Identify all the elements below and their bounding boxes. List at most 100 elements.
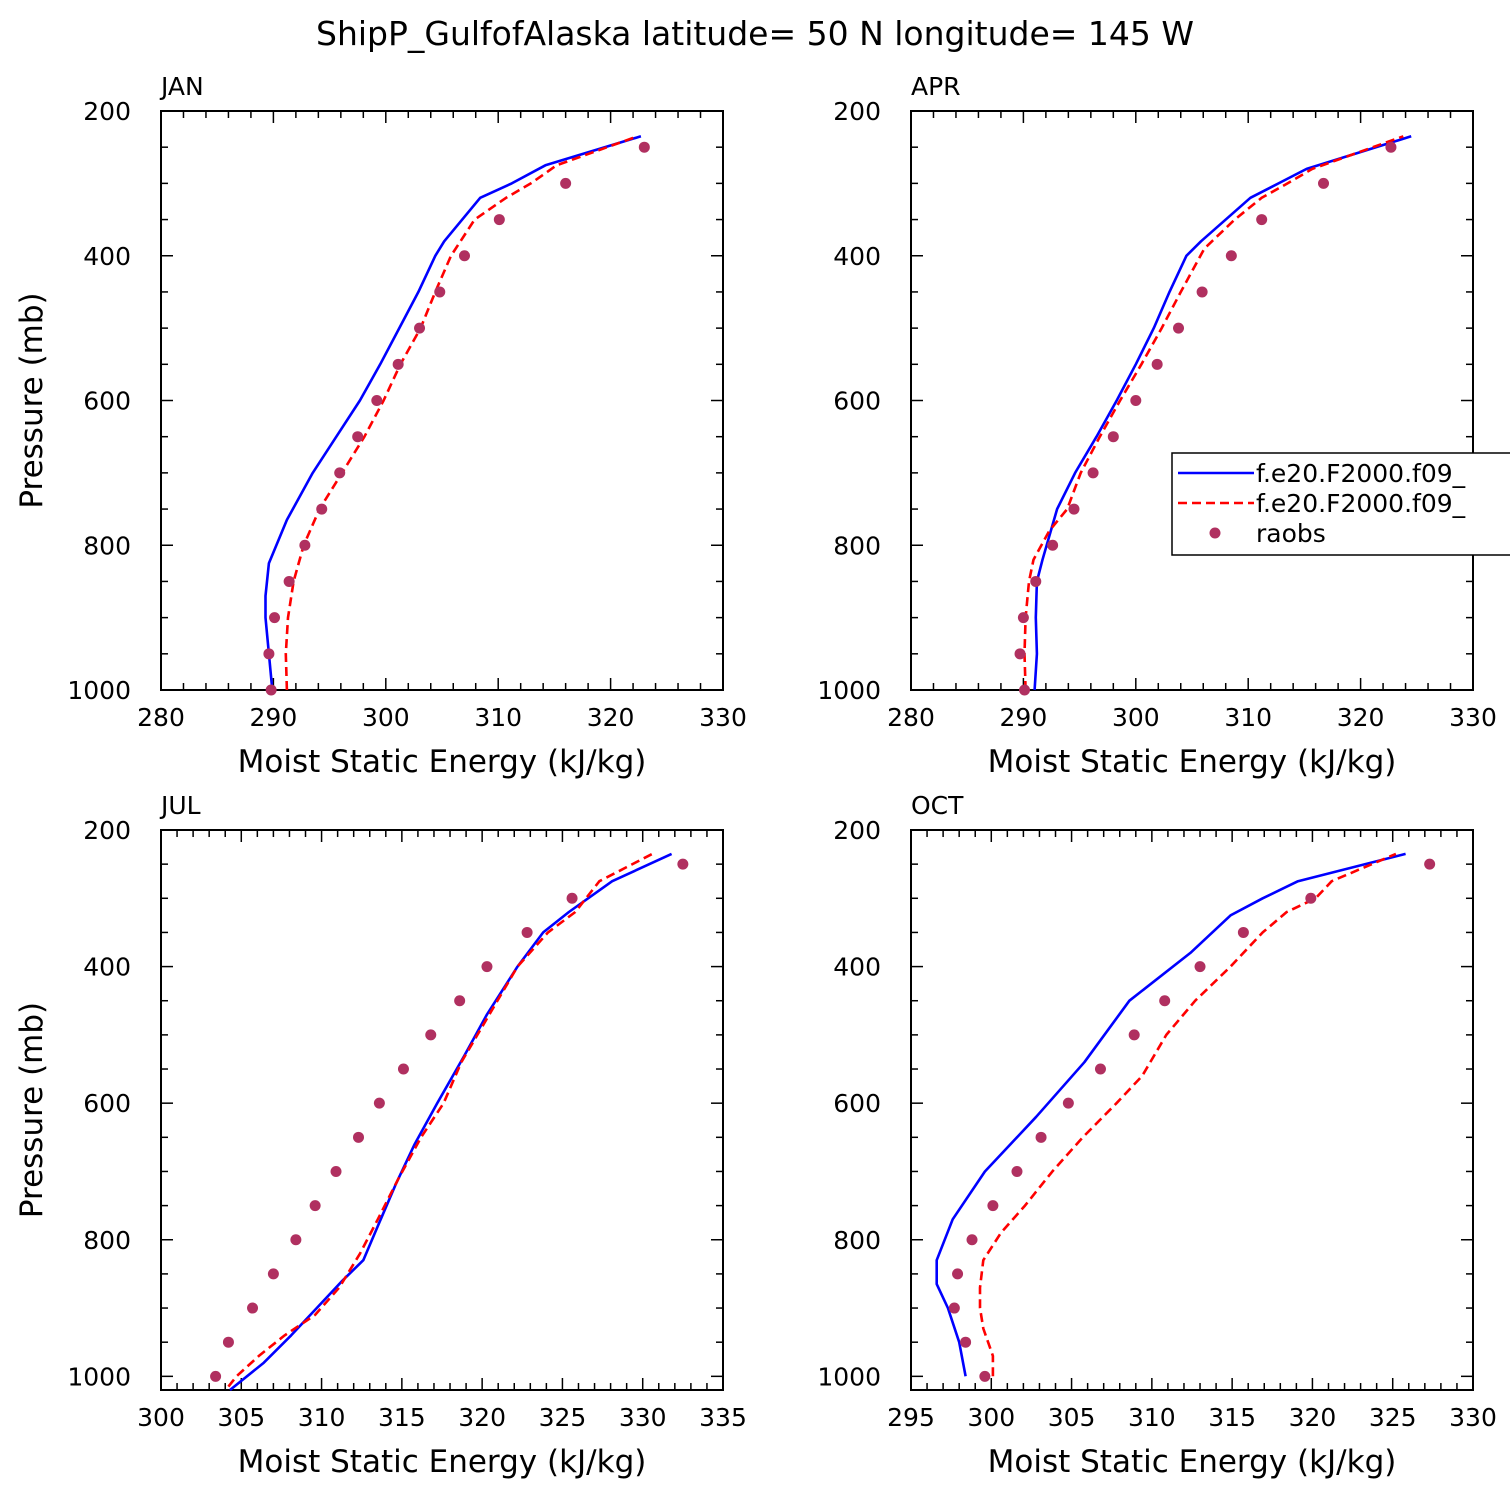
legend-marker — [1209, 527, 1221, 539]
raobs-point — [267, 1268, 279, 1280]
raobs-point — [493, 214, 505, 226]
figure-title: ShipP_GulfofAlaska latitude= 50 N longit… — [316, 14, 1194, 53]
raobs-point — [979, 1370, 991, 1382]
raobs-point — [334, 467, 346, 479]
raobs-point — [458, 250, 470, 262]
x-tick-label: 320 — [1289, 1403, 1337, 1432]
x-tick-label: 315 — [1208, 1403, 1256, 1432]
y-tick-label: 600 — [83, 387, 131, 416]
raobs-point — [566, 892, 578, 904]
raobs-point — [1385, 141, 1397, 153]
raobs-point — [454, 995, 466, 1007]
x-tick-label: 325 — [1369, 1403, 1417, 1432]
raobs-point — [1128, 1029, 1140, 1041]
x-axis-label: Moist Static Energy (kJ/kg) — [988, 744, 1397, 780]
plot-frame — [910, 110, 1474, 691]
raobs-point — [1237, 926, 1249, 938]
legend: f.e20.F2000.f09_f.e20.F2000.f09_raobs — [1171, 452, 1510, 556]
raobs-point — [414, 322, 426, 334]
series-dashed-line — [1023, 135, 1404, 691]
y-tick-label: 200 — [83, 816, 131, 845]
y-tick-label: 800 — [83, 531, 131, 560]
raobs-point — [269, 612, 281, 624]
raobs-point — [1424, 858, 1436, 870]
x-tick-label: 290 — [250, 703, 298, 732]
raobs-point — [425, 1029, 437, 1041]
x-axis-label: Moist Static Energy (kJ/kg) — [238, 744, 647, 780]
raobs-point — [210, 1370, 222, 1382]
x-tick-label: 305 — [217, 1403, 265, 1432]
x-tick-label: 280 — [137, 703, 185, 732]
y-tick-label: 800 — [83, 1226, 131, 1255]
legend-label: f.e20.F2000.f09_ — [1256, 459, 1466, 488]
raobs-point — [987, 1200, 999, 1212]
x-axis-label: Moist Static Energy (kJ/kg) — [238, 1444, 647, 1480]
y-tick-label: 1000 — [817, 1362, 881, 1391]
raobs-point — [265, 684, 277, 696]
raobs-point — [1062, 1097, 1074, 1109]
x-tick-label: 310 — [1224, 703, 1272, 732]
raobs-point — [1130, 395, 1142, 406]
x-tick-label: 320 — [587, 703, 635, 732]
raobs-series — [263, 141, 650, 696]
raobs-point — [481, 961, 493, 973]
x-axis-label: Moist Static Energy (kJ/kg) — [988, 1444, 1397, 1480]
panel-title: JAN — [159, 72, 204, 101]
y-tick-label: 400 — [833, 953, 881, 982]
raobs-point — [353, 1131, 365, 1143]
raobs-point — [960, 1336, 972, 1348]
raobs-point — [247, 1302, 259, 1314]
raobs-point — [1011, 1165, 1023, 1177]
y-tick-label: 600 — [83, 1089, 131, 1118]
raobs-point — [373, 1097, 385, 1109]
x-tick-label: 320 — [1337, 703, 1385, 732]
panel-title: JUL — [159, 791, 201, 820]
series-dashed-line — [978, 852, 1397, 1377]
raobs-point — [966, 1234, 978, 1246]
y-tick-label: 1000 — [67, 1362, 131, 1391]
x-tick-label: 310 — [474, 703, 522, 732]
raobs-point — [1194, 961, 1206, 973]
raobs-point — [1173, 322, 1185, 334]
series-solid-line — [1033, 135, 1412, 691]
legend-label: raobs — [1256, 519, 1326, 548]
raobs-point — [1030, 575, 1042, 587]
x-tick-label: 310 — [1128, 1403, 1176, 1432]
y-tick-label: 800 — [833, 531, 881, 560]
raobs-series — [948, 858, 1436, 1382]
y-tick-label: 400 — [833, 242, 881, 271]
plot-frame — [160, 829, 724, 1391]
panels: JAN 280 290 300 310 320 330 200 400 600 800 1000 Moi… — [14, 72, 1497, 1480]
y-tick-label: 600 — [833, 387, 881, 416]
y-axis-label: Pressure (mb) — [14, 1002, 50, 1218]
panel-0: JAN 280 290 300 310 320 330 200 400 600 800 1000 Moi… — [14, 72, 747, 780]
raobs-series — [210, 858, 689, 1382]
x-tick-label: 330 — [1449, 1403, 1497, 1432]
raobs-point — [434, 286, 446, 298]
legend-label: f.e20.F2000.f09_ — [1256, 489, 1466, 518]
x-tick-label: 330 — [1449, 703, 1497, 732]
raobs-point — [638, 141, 650, 153]
raobs-point — [952, 1268, 964, 1280]
x-tick-label: 330 — [699, 703, 747, 732]
raobs-point — [1047, 539, 1059, 551]
panel-title: OCT — [911, 791, 964, 820]
raobs-series — [1014, 141, 1397, 696]
x-tick-label: 320 — [458, 1403, 506, 1432]
panel-3: OCT 295 300 305 310 315 320 325 330 200 400 600 800 1… — [817, 791, 1496, 1480]
plot-frame — [160, 110, 724, 691]
raobs-point — [1017, 612, 1029, 624]
raobs-point — [283, 575, 295, 587]
raobs-point — [222, 1336, 234, 1348]
raobs-point — [1014, 648, 1026, 660]
raobs-point — [1107, 431, 1119, 443]
raobs-point — [1035, 1131, 1047, 1143]
raobs-point — [1196, 286, 1208, 298]
y-axis-label: Pressure (mb) — [14, 292, 50, 508]
plot-frame — [910, 829, 1474, 1391]
raobs-point — [560, 177, 572, 189]
raobs-point — [1256, 214, 1268, 226]
x-tick-label: 290 — [1000, 703, 1048, 732]
raobs-point — [397, 1063, 409, 1075]
panel-2: JUL 300 305 310 315 320 325 330 335 200 400 600 800 1… — [14, 791, 747, 1480]
